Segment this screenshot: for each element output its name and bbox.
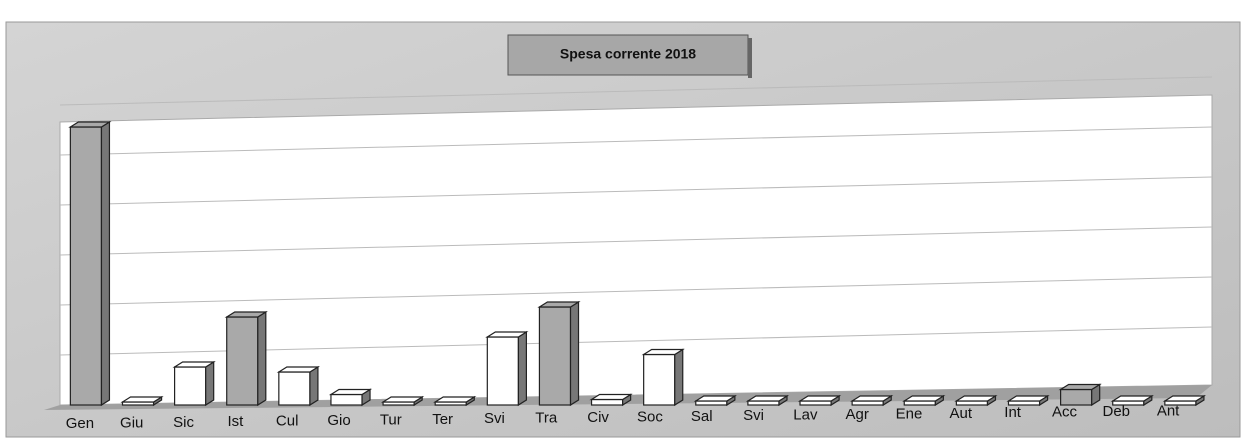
- x-tick-label: Ter: [432, 411, 453, 428]
- bar-side: [257, 310, 267, 407]
- bar-top: [68, 121, 112, 128]
- x-tick-label: Gen: [66, 415, 94, 432]
- bar-front: [538, 306, 572, 406]
- x-tick-label: Tra: [535, 410, 558, 427]
- bar-top: [902, 395, 946, 402]
- bar-top: [1006, 395, 1050, 402]
- bar-top: [537, 301, 581, 308]
- grid-line: [59, 176, 1213, 206]
- bar-front: [226, 316, 259, 406]
- bar-top: [641, 348, 685, 356]
- bar-front: [278, 371, 311, 406]
- bar: [1110, 394, 1154, 407]
- x-tick-label: Aut: [950, 405, 973, 422]
- grid-line: [59, 226, 1213, 256]
- bar-top: [276, 366, 321, 373]
- bar-side: [100, 120, 111, 407]
- x-tick-label: Soc: [637, 408, 663, 425]
- bar-top: [1162, 395, 1207, 402]
- bar-top: [693, 395, 737, 402]
- x-tick-label: Gio: [327, 412, 350, 429]
- x-tick-label: Ist: [227, 413, 244, 430]
- x-tick-label: Tur: [380, 411, 402, 428]
- x-tick-label: Cul: [276, 413, 299, 430]
- bar-front: [643, 353, 676, 406]
- bar-top: [328, 388, 373, 396]
- x-tick-label: Sic: [173, 414, 194, 431]
- x-tick-label: Lav: [793, 407, 818, 424]
- bar: [797, 394, 842, 407]
- bar: [693, 394, 737, 407]
- grid-line: [59, 126, 1213, 156]
- bar-side: [674, 348, 684, 407]
- bar-top: [485, 331, 529, 338]
- bar-front: [1060, 388, 1093, 406]
- bar: [276, 365, 321, 407]
- x-tick-label: Sal: [691, 408, 713, 425]
- bar: [954, 394, 998, 407]
- bar: [1006, 394, 1050, 407]
- bar: [433, 395, 477, 407]
- bar: [1162, 394, 1207, 407]
- bar-top: [120, 396, 164, 403]
- bar-top: [954, 395, 998, 402]
- chart-title: Spesa corrente 2018: [560, 46, 696, 62]
- x-tick-label: Svi: [484, 410, 505, 427]
- bar: [485, 330, 529, 407]
- bar-top: [433, 396, 477, 403]
- grid-line: [59, 276, 1213, 306]
- x-tick-label: Agr: [846, 406, 869, 423]
- x-tick-label: Acc: [1052, 404, 1078, 421]
- bar: [902, 394, 946, 407]
- bar: [328, 388, 373, 407]
- x-tick-label: Int: [1004, 404, 1022, 421]
- x-tick-label: Ene: [896, 405, 923, 422]
- bar-front: [330, 393, 363, 406]
- bar-top: [224, 311, 268, 318]
- title-box: [507, 34, 749, 76]
- bar-top: [850, 395, 894, 402]
- bar: [380, 395, 425, 407]
- x-tick-label: Deb: [1103, 403, 1131, 420]
- bar-top: [172, 361, 216, 368]
- bar: [224, 310, 268, 407]
- bar-front: [486, 336, 519, 406]
- bar-top: [1058, 383, 1102, 391]
- bar-top: [380, 396, 425, 403]
- x-tick-label: Svi: [743, 407, 764, 424]
- title-shadow: [748, 38, 752, 78]
- bar: [120, 395, 164, 407]
- bar: [1058, 383, 1102, 407]
- bar-top: [797, 395, 842, 402]
- bar-top: [1110, 395, 1154, 402]
- bar-front: [69, 126, 103, 406]
- x-tick-label: Giu: [120, 414, 143, 431]
- bar: [537, 300, 581, 407]
- x-tick-label: Civ: [587, 409, 609, 426]
- bar-side: [517, 330, 528, 407]
- bar-side: [205, 360, 215, 407]
- bar-side: [309, 365, 319, 407]
- bar: [68, 120, 112, 407]
- bar: [850, 394, 894, 407]
- bar: [589, 393, 633, 407]
- x-tick-label: Ant: [1157, 402, 1180, 419]
- bar: [172, 360, 216, 407]
- bar-top: [589, 393, 633, 401]
- bar-front: [590, 398, 624, 406]
- bar-front: [174, 366, 207, 406]
- bar-side: [569, 300, 580, 407]
- bar: [745, 394, 790, 407]
- bar: [641, 348, 685, 407]
- grid-line: [59, 76, 1213, 106]
- bar-top: [745, 395, 790, 402]
